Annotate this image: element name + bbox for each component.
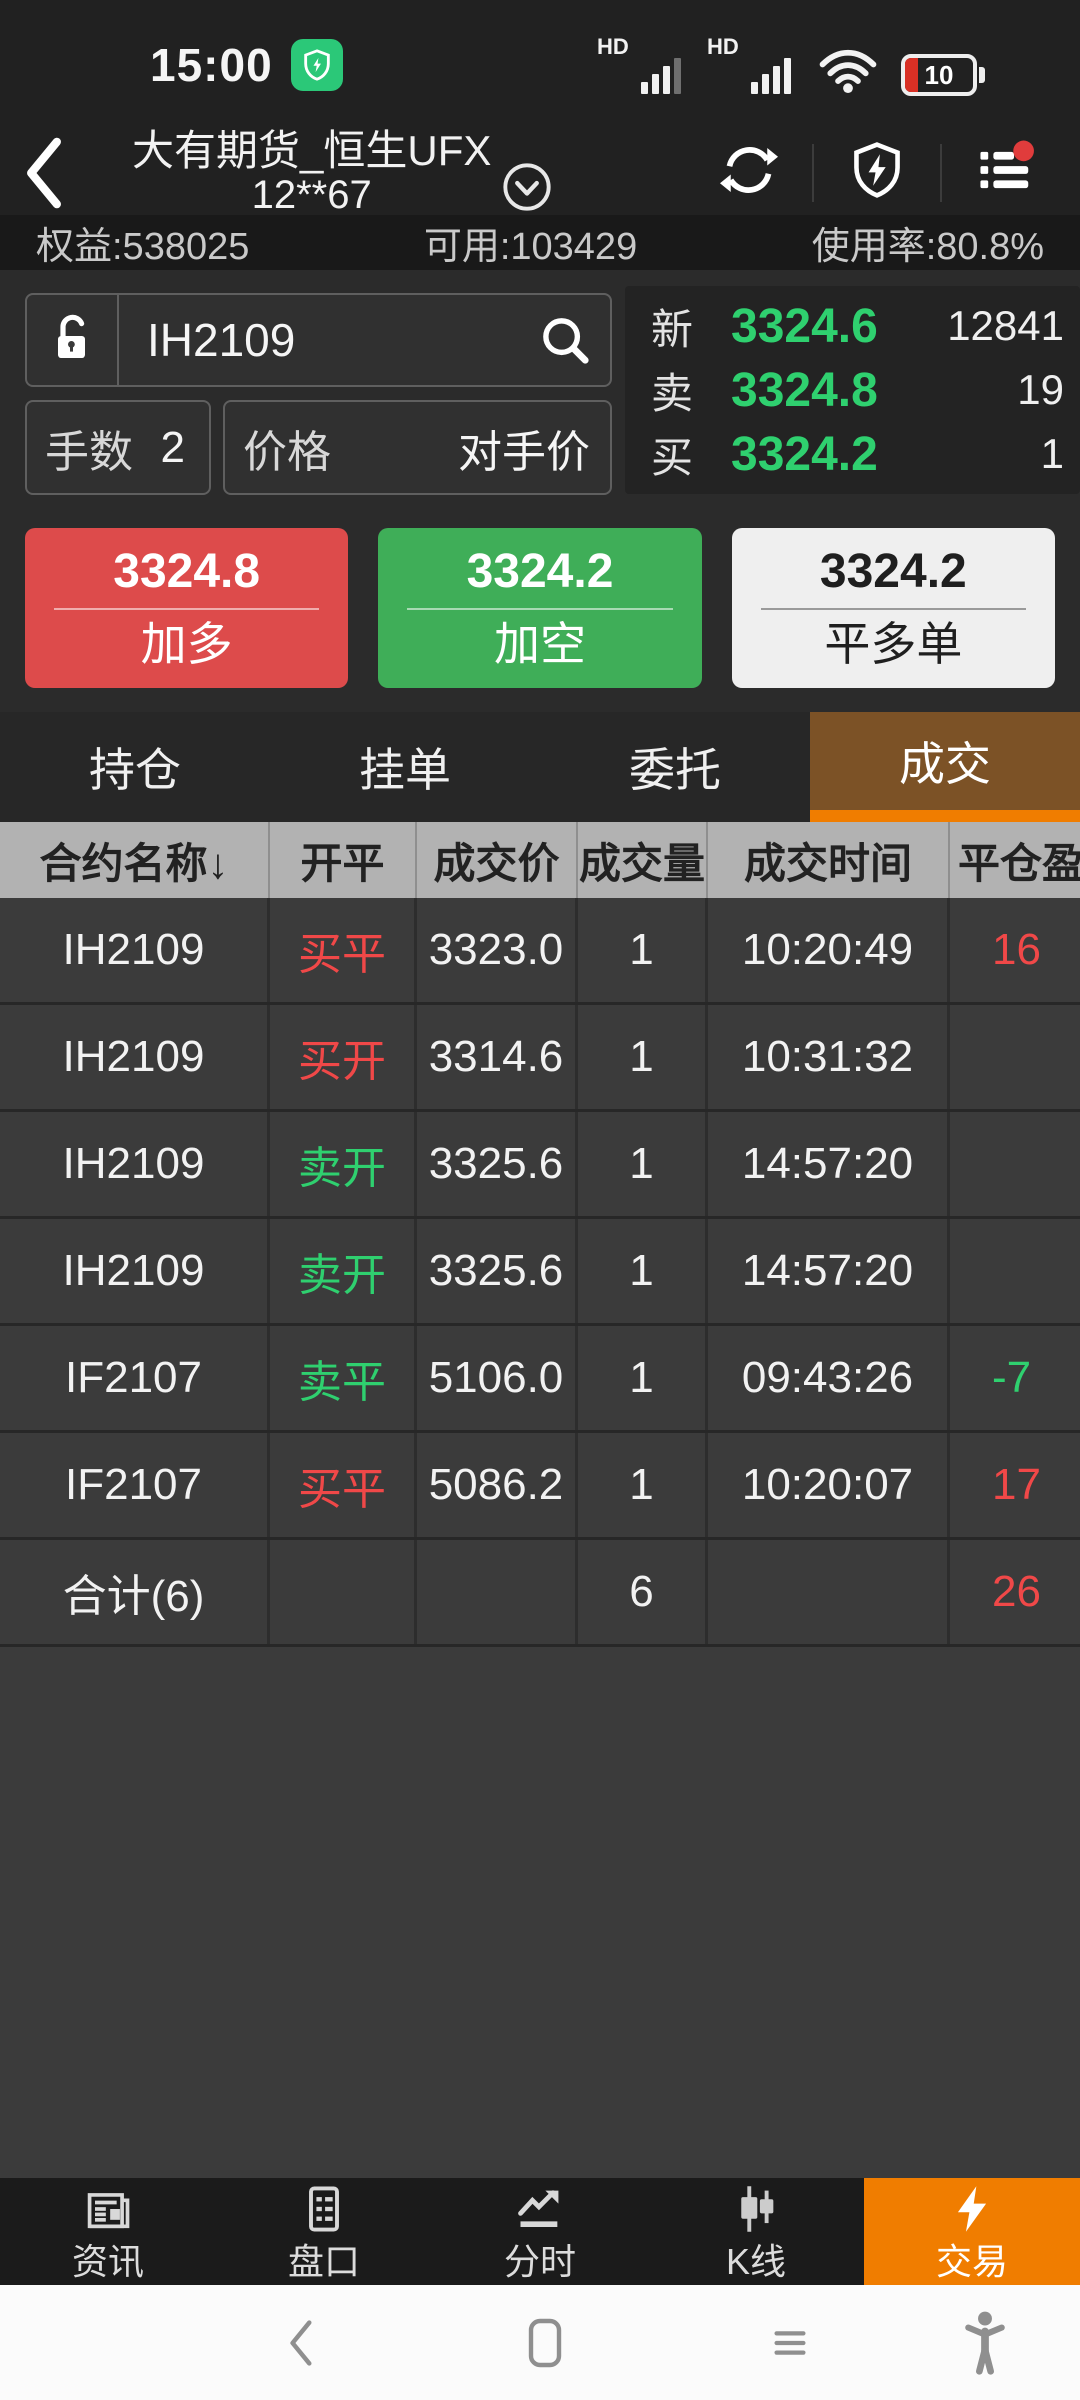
order-list-button[interactable] bbox=[970, 133, 1040, 213]
lightning-icon bbox=[946, 2183, 998, 2240]
nav-item-trade[interactable]: 交易 bbox=[864, 2178, 1080, 2285]
ask-price: 3324.8 bbox=[731, 363, 878, 417]
tab-filled-trades[interactable]: 成交 bbox=[810, 712, 1080, 822]
nav-item-kline[interactable]: K线 bbox=[648, 2178, 864, 2285]
contract-symbol-input[interactable]: IH2109 bbox=[147, 314, 296, 366]
back-button[interactable] bbox=[22, 133, 92, 213]
table-row[interactable]: IF2107 卖平 5106.0 1 09:43:26 -7 bbox=[0, 1326, 1080, 1433]
price-label: 价格 bbox=[243, 427, 331, 477]
close-long-button[interactable]: 3324.2 平多单 bbox=[731, 528, 1055, 688]
total-label: 合计(6) bbox=[0, 1540, 270, 1644]
candlestick-icon bbox=[730, 2183, 782, 2240]
table-total-row: 合计(6) 6 26 bbox=[0, 1540, 1080, 1647]
lots-value: 2 bbox=[160, 422, 185, 472]
wifi-icon bbox=[817, 44, 879, 96]
accessibility-person-button[interactable] bbox=[953, 2303, 1017, 2383]
system-home-button[interactable] bbox=[513, 2303, 577, 2383]
tab-entrusts[interactable]: 委托 bbox=[629, 744, 721, 796]
nav-item-intraday-chart[interactable]: 分时 bbox=[432, 2178, 648, 2285]
tab-pending-orders[interactable]: 挂单 bbox=[359, 744, 451, 796]
system-recents-button[interactable] bbox=[758, 2303, 822, 2383]
quote-row-bid[interactable]: 买 3324.2 1 bbox=[651, 427, 1064, 481]
battery-icon: 10 bbox=[901, 54, 985, 96]
quote-panel: 新 3324.6 12841 卖 3324.8 19 买 3324.2 1 bbox=[625, 286, 1080, 494]
refresh-icon bbox=[719, 140, 779, 205]
tab-positions[interactable]: 持仓 bbox=[89, 744, 181, 796]
sim2-signal-icon: HD bbox=[707, 34, 795, 96]
broker-account-title: 大有期货_恒生UFX 12**67 bbox=[132, 127, 492, 217]
shield-lightning-icon bbox=[848, 139, 906, 206]
price-input[interactable]: 价格 对手价 bbox=[223, 400, 612, 495]
trades-table-header: 合约名称↓ 开平 成交价 成交量 成交时间 平仓盈亏 bbox=[0, 822, 1080, 898]
header-fill-price: 成交价 bbox=[417, 822, 578, 898]
lots-label: 手数 bbox=[45, 427, 133, 477]
nav-item-orderbook[interactable]: 盘口 bbox=[216, 2178, 432, 2285]
header-fill-qty: 成交量 bbox=[578, 822, 708, 898]
equity-value: 权益:538025 bbox=[36, 226, 250, 268]
account-switch-dropdown[interactable] bbox=[501, 161, 553, 218]
total-pnl: 26 bbox=[992, 1567, 1041, 1616]
nav-item-news[interactable]: 资讯 bbox=[0, 2178, 216, 2285]
table-row[interactable]: IH2109 卖开 3325.6 1 14:57:20 bbox=[0, 1219, 1080, 1326]
system-navigation-bar bbox=[0, 2285, 1080, 2400]
search-icon[interactable] bbox=[538, 313, 592, 367]
trades-table-body: IH2109 买平 3323.0 1 10:20:49 16 IH2109 买开… bbox=[0, 898, 1080, 1647]
list-icon bbox=[974, 139, 1036, 206]
account-number-masked: 12**67 bbox=[251, 172, 372, 217]
table-row[interactable]: IH2109 买开 3314.6 1 10:31:32 bbox=[0, 1005, 1080, 1112]
lock-button[interactable] bbox=[27, 295, 119, 385]
last-price: 3324.6 bbox=[731, 299, 878, 353]
broker-name: 大有期货_恒生UFX bbox=[132, 127, 492, 175]
table-row[interactable]: IF2107 买平 5086.2 1 10:20:07 17 bbox=[0, 1433, 1080, 1540]
intraday-chart-icon bbox=[514, 2183, 566, 2240]
bid-volume: 1 bbox=[1040, 430, 1064, 477]
contract-search-box[interactable]: IH2109 bbox=[25, 293, 612, 387]
risk-control-button[interactable] bbox=[842, 133, 912, 213]
table-row[interactable]: IH2109 卖开 3325.6 1 14:57:20 bbox=[0, 1112, 1080, 1219]
order-action-buttons: 3324.8 加多 3324.2 加空 3324.2 平多单 bbox=[25, 528, 1055, 688]
system-back-button[interactable] bbox=[268, 2303, 332, 2383]
position-tabs: 持仓 挂单 委托 成交 bbox=[0, 712, 1080, 822]
last-volume: 12841 bbox=[947, 302, 1064, 349]
margin-usage-value: 使用率:80.8% bbox=[811, 226, 1044, 268]
quote-row-last[interactable]: 新 3324.6 12841 bbox=[651, 299, 1064, 353]
total-qty: 6 bbox=[578, 1540, 708, 1644]
table-row[interactable]: IH2109 买平 3323.0 1 10:20:49 16 bbox=[0, 898, 1080, 1005]
refresh-button[interactable] bbox=[714, 133, 784, 213]
header-direction: 开平 bbox=[270, 822, 417, 898]
ask-volume: 19 bbox=[1017, 366, 1064, 413]
bid-price: 3324.2 bbox=[731, 427, 878, 481]
app-header: 大有期货_恒生UFX 12**67 bbox=[0, 127, 1080, 218]
battery-level: 10 bbox=[924, 59, 954, 90]
buy-open-button[interactable]: 3324.8 加多 bbox=[25, 528, 349, 688]
clock-time: 15:00 bbox=[150, 39, 273, 91]
price-mode-value: 对手价 bbox=[458, 427, 590, 477]
security-badge-icon bbox=[290, 39, 343, 91]
orderbook-icon bbox=[298, 2183, 350, 2240]
status-bar: 15:00 HD HD 10 bbox=[0, 0, 1080, 130]
bottom-navigation: 资讯 盘口 分时 K线 交易 bbox=[0, 2178, 1080, 2285]
sell-open-button[interactable]: 3324.2 加空 bbox=[378, 528, 702, 688]
header-contract-sort[interactable]: 合约名称↓ bbox=[0, 822, 270, 898]
quote-row-ask[interactable]: 卖 3324.8 19 bbox=[651, 363, 1064, 417]
sim1-signal-icon: HD bbox=[597, 34, 685, 96]
news-icon bbox=[82, 2183, 134, 2240]
lots-input[interactable]: 手数 2 bbox=[25, 400, 211, 495]
header-close-pnl: 平仓盈亏 bbox=[958, 839, 1080, 887]
available-funds-value: 可用:103429 bbox=[423, 226, 638, 268]
order-entry-panel: IH2109 手数 2 价格 对手价 新 3324.6 12841 卖 3324… bbox=[0, 270, 1080, 712]
header-fill-time: 成交时间 bbox=[708, 822, 950, 898]
account-summary-bar: 权益:538025 可用:103429 使用率:80.8% bbox=[0, 215, 1080, 270]
